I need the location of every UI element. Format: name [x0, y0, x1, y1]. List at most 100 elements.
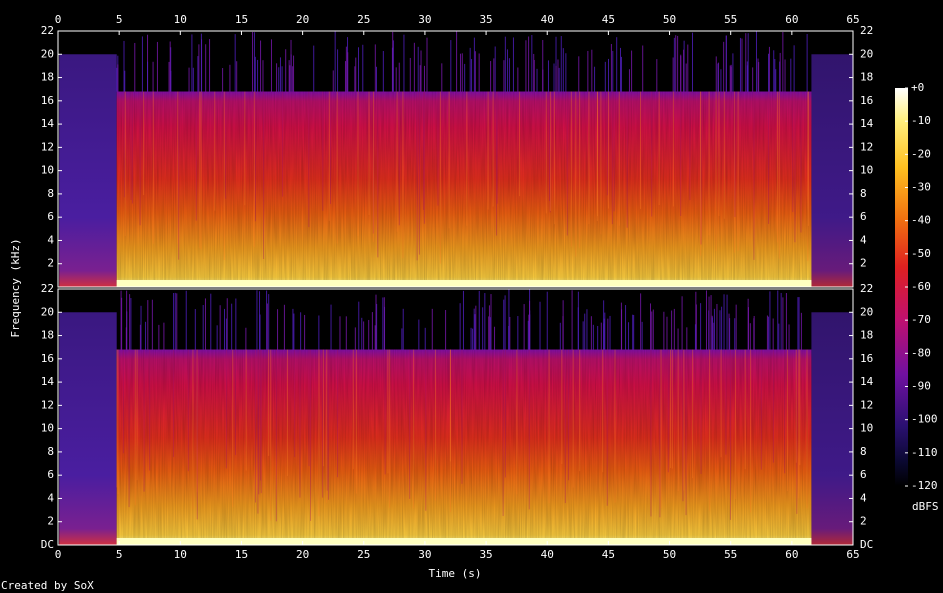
y-tick-label-right: 18 — [860, 71, 873, 84]
y-tick-label-right: 14 — [860, 117, 874, 130]
x-tick-label: 55 — [724, 13, 737, 26]
y-tick-label: 8 — [47, 187, 54, 200]
colorbar-tick-label: -60 — [911, 280, 931, 293]
y-tick-label-right: 10 — [860, 422, 873, 435]
y-tick-label: 8 — [47, 445, 54, 458]
y-tick-label-right: DC — [860, 538, 873, 551]
spectrogram-image — [58, 31, 853, 287]
y-tick-label: 6 — [47, 468, 54, 481]
x-tick-label: 65 — [846, 548, 859, 561]
colorbar — [895, 88, 908, 486]
y-tick-label-right: 22 — [860, 24, 873, 37]
y-tick-label-right: 4 — [860, 491, 867, 504]
texture — [116, 91, 812, 287]
colorbar-tick-label: -80 — [911, 346, 931, 359]
y-tick-label-right: 22 — [860, 282, 873, 295]
x-tick-label: 30 — [418, 548, 431, 561]
colorbar-tick-label: -110 — [911, 446, 938, 459]
intro-region — [59, 312, 117, 545]
colorbar-tick-label: -20 — [911, 147, 931, 160]
x-tick-label: 60 — [785, 548, 798, 561]
x-tick-label: 0 — [55, 548, 62, 561]
y-tick-label-right: 6 — [860, 468, 867, 481]
plot-frame — [57, 30, 854, 288]
y-tick-label: 16 — [41, 352, 54, 365]
texture — [116, 349, 812, 545]
y-tick-label-right: 8 — [860, 187, 867, 200]
colorbar-tick-label: -10 — [911, 114, 931, 127]
colorbar-tick-label: -100 — [911, 413, 938, 426]
y-tick-label: 20 — [41, 305, 54, 318]
x-tick-label: 50 — [663, 13, 676, 26]
colorbar-tick-label: -70 — [911, 313, 931, 326]
plot-frame — [57, 288, 854, 546]
y-tick-label: 10 — [41, 164, 54, 177]
colorbar-tick-label: -120 — [911, 479, 938, 492]
y-tick-label-right: 18 — [860, 329, 873, 342]
x-tick-label: 20 — [296, 548, 309, 561]
x-tick-label: 35 — [479, 548, 492, 561]
x-tick-label: 35 — [479, 13, 492, 26]
x-tick-label: 30 — [418, 13, 431, 26]
x-tick-label: 15 — [235, 13, 248, 26]
x-tick-label: 10 — [174, 548, 187, 561]
y-tick-label: 4 — [47, 233, 54, 246]
x-tick-label: 25 — [357, 548, 370, 561]
y-tick-label: 14 — [41, 117, 55, 130]
y-tick-label-right: 4 — [860, 233, 867, 246]
y-tick-label: DC — [41, 538, 54, 551]
y-tick-label: 20 — [41, 47, 54, 60]
x-tick-label: 55 — [724, 548, 737, 561]
y-tick-label: 14 — [41, 375, 55, 388]
y-tick-label-right: 8 — [860, 445, 867, 458]
y-tick-label-right: 10 — [860, 164, 873, 177]
x-tick-label: 0 — [55, 13, 62, 26]
y-tick-label-right: 20 — [860, 47, 873, 60]
colorbar-tick-label: -40 — [911, 214, 931, 227]
y-tick-label-right: 16 — [860, 94, 873, 107]
intro-region — [59, 54, 117, 287]
x-tick-label: 45 — [602, 13, 615, 26]
y-tick-label: 18 — [41, 329, 54, 342]
colorbar-label: dBFS — [912, 500, 939, 513]
y-tick-label-right: 12 — [860, 140, 873, 153]
outro-region — [811, 54, 853, 287]
x-tick-label: 25 — [357, 13, 370, 26]
y-tick-label: 12 — [41, 140, 54, 153]
x-axis-label: Time (s) — [429, 567, 482, 580]
x-tick-label: 15 — [235, 548, 248, 561]
y-tick-label-right: 12 — [860, 398, 873, 411]
y-tick-label: 10 — [41, 422, 54, 435]
y-tick-label: 18 — [41, 71, 54, 84]
x-tick-label: 45 — [602, 548, 615, 561]
spectrogram-image — [58, 289, 853, 545]
y-tick-label: 22 — [41, 282, 54, 295]
x-tick-label: 5 — [116, 548, 123, 561]
y-tick-label-right: 2 — [860, 257, 867, 270]
x-tick-label: 20 — [296, 13, 309, 26]
y-tick-label-right: 14 — [860, 375, 874, 388]
x-tick-label: 40 — [541, 548, 554, 561]
y-axis-label: Frequency (kHz) — [9, 238, 22, 337]
low-band — [116, 538, 812, 545]
x-tick-label: 5 — [116, 13, 123, 26]
y-tick-label: 12 — [41, 398, 54, 411]
x-tick-label: 60 — [785, 13, 798, 26]
outro-region — [811, 312, 853, 545]
y-tick-label: 16 — [41, 94, 54, 107]
y-tick-label: 4 — [47, 491, 54, 504]
x-tick-label: 10 — [174, 13, 187, 26]
y-tick-label: 6 — [47, 210, 54, 223]
colorbar-tick-label: -30 — [911, 181, 931, 194]
y-tick-label: 22 — [41, 24, 54, 37]
x-tick-label: 40 — [541, 13, 554, 26]
low-band — [116, 280, 812, 287]
colorbar-tick-label: +0 — [911, 81, 924, 94]
y-tick-label: 2 — [47, 515, 54, 528]
x-tick-label: 65 — [846, 13, 859, 26]
colorbar-tick-label: -50 — [911, 247, 931, 260]
y-tick-label-right: 16 — [860, 352, 873, 365]
y-tick-label: 2 — [47, 257, 54, 270]
